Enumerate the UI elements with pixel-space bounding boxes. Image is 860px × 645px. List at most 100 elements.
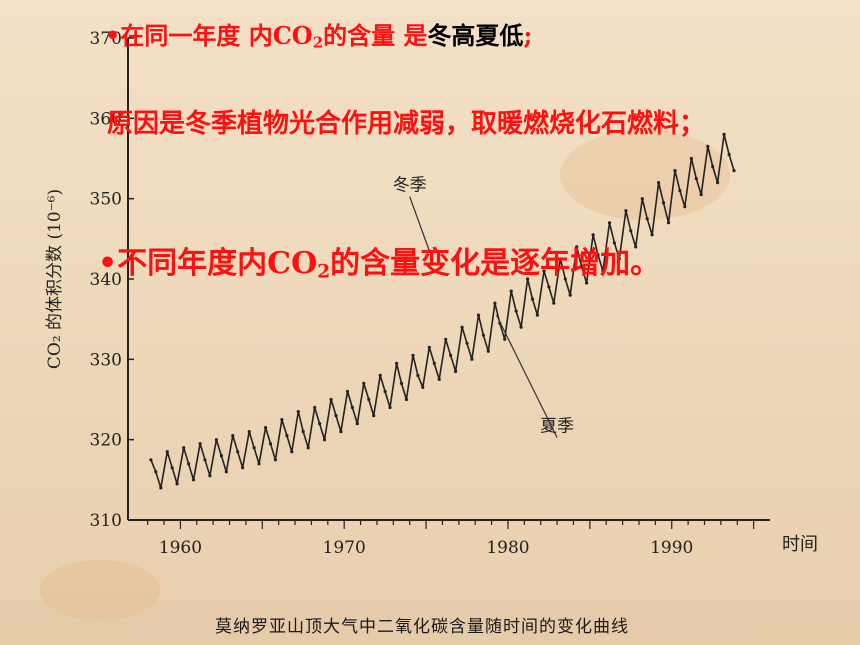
data-point — [530, 297, 535, 301]
y-tick-label: 330 — [90, 350, 122, 370]
data-point — [208, 474, 212, 478]
data-point — [732, 169, 736, 173]
data-point — [666, 221, 671, 225]
data-point — [268, 442, 273, 446]
data-point — [526, 277, 530, 281]
data-point — [432, 361, 436, 365]
data-point — [612, 241, 617, 245]
data-point — [465, 341, 469, 345]
data-point — [395, 361, 399, 365]
data-point — [339, 430, 343, 434]
data-point — [514, 309, 518, 313]
x-axis-label: 时间 — [782, 534, 818, 555]
data-point — [367, 397, 371, 402]
data-point — [645, 217, 649, 221]
y-tick-label: 370 — [90, 29, 122, 49]
data-point — [476, 313, 481, 317]
data-point — [427, 345, 431, 349]
data-point — [722, 132, 726, 136]
data-point — [416, 373, 420, 377]
data-point — [170, 466, 174, 470]
note-subscript: 2 — [312, 33, 324, 52]
data-point — [165, 450, 169, 454]
note-seasonal: •在同一年度 内CO2的含量 是冬高夏低; — [105, 16, 532, 52]
data-point — [634, 245, 638, 249]
data-point — [296, 410, 300, 414]
data-point — [519, 325, 523, 329]
data-point — [154, 470, 158, 474]
data-point — [711, 164, 715, 169]
data-point — [542, 269, 546, 273]
data-point — [372, 414, 376, 418]
data-point — [470, 357, 474, 361]
data-point — [580, 265, 584, 269]
data-point — [727, 152, 731, 157]
data-point — [683, 205, 687, 209]
data-point — [449, 353, 453, 357]
annotation-leader — [409, 196, 430, 252]
data-point — [149, 458, 153, 462]
y-tick-label: 340 — [90, 270, 122, 290]
data-point — [486, 349, 490, 353]
note-reason: 原因是冬季植物光合作用减弱，取暖燃烧化石燃料； — [107, 109, 706, 139]
data-point — [640, 197, 644, 201]
y-tick-label: 320 — [90, 431, 122, 451]
data-point — [650, 233, 654, 237]
series-line — [150, 133, 735, 489]
data-point — [411, 353, 415, 357]
data-point — [322, 438, 327, 442]
data-point — [706, 144, 710, 148]
data-point — [290, 450, 294, 454]
note-subscript: 2 — [317, 261, 331, 283]
data-point — [159, 486, 163, 490]
y-tick-label: 310 — [90, 511, 122, 531]
data-point — [187, 462, 191, 466]
data-point — [699, 193, 703, 197]
data-point — [399, 381, 404, 385]
data-point — [264, 426, 268, 430]
x-tick-label: 1990 — [650, 538, 693, 558]
data-point — [493, 301, 497, 305]
data-point — [444, 337, 448, 341]
data-point — [273, 458, 277, 462]
data-point — [388, 405, 392, 410]
data-point — [591, 233, 595, 237]
data-point — [673, 169, 677, 173]
y-tick-label: 360 — [90, 109, 122, 129]
data-point — [355, 422, 359, 426]
data-point — [552, 301, 556, 305]
data-point — [585, 281, 589, 285]
data-point — [224, 470, 228, 474]
chart-series — [149, 132, 736, 490]
data-point — [285, 434, 289, 438]
data-point — [678, 189, 682, 193]
note-bullet: • — [105, 21, 121, 50]
annotation-label: 冬季 — [393, 176, 427, 196]
data-point — [318, 422, 322, 426]
note-text: 在同一年度 内CO — [120, 21, 313, 50]
chart-axes: 310 320 330 340 350 360 370 1960 1970 1980 1990 时间 C… — [45, 29, 818, 558]
annotation-label: 夏季 — [540, 417, 574, 437]
data-point — [404, 397, 408, 402]
data-point — [362, 381, 366, 385]
annotation-leader — [495, 314, 558, 438]
x-tick-label: 1980 — [486, 538, 529, 558]
data-point — [716, 181, 720, 185]
data-point — [329, 397, 333, 402]
page-bottom-strip — [0, 600, 860, 645]
data-point — [421, 385, 425, 389]
data-point — [694, 177, 698, 181]
data-point — [175, 482, 179, 486]
data-point — [301, 430, 305, 434]
data-point — [182, 446, 186, 450]
note-text: ; — [523, 21, 533, 50]
data-point — [241, 466, 245, 470]
data-point — [509, 289, 513, 293]
data-point — [231, 434, 235, 438]
data-point — [306, 446, 310, 450]
note-text: 不同年度内CO — [117, 246, 318, 281]
data-point — [345, 389, 350, 394]
data-point — [257, 462, 261, 466]
